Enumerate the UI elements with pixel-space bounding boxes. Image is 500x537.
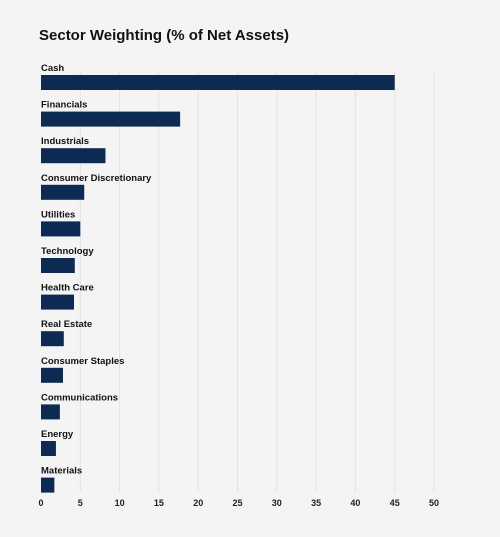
- category-label: Communications: [41, 392, 118, 403]
- bar: [41, 331, 64, 347]
- x-tick-label: 0: [38, 498, 43, 508]
- bar: [41, 404, 60, 420]
- bar: [41, 367, 64, 383]
- x-tick-label: 25: [232, 498, 242, 508]
- bar: [41, 258, 75, 273]
- x-tick-label: 50: [429, 498, 439, 508]
- x-tick-label: 45: [390, 498, 400, 508]
- bar: [41, 441, 56, 456]
- category-label: Energy: [41, 429, 74, 440]
- x-tick-label: 15: [154, 498, 164, 508]
- category-label: Utilities: [41, 209, 75, 220]
- x-tick-label: 5: [78, 498, 83, 508]
- chart-title: Sector Weighting (% of Net Assets): [39, 27, 290, 44]
- category-label: Materials: [41, 466, 82, 477]
- category-label: Real Estate: [41, 319, 92, 330]
- x-tick-label: 40: [350, 498, 360, 508]
- category-label: Cash: [41, 63, 64, 74]
- x-tick-label: 20: [193, 498, 203, 508]
- x-tick-label: 30: [272, 498, 282, 508]
- category-label: Consumer Staples: [41, 356, 124, 367]
- bar: [41, 294, 75, 310]
- category-label: Consumer Discretionary: [41, 173, 152, 184]
- bar: [41, 221, 81, 237]
- bar: [41, 111, 181, 127]
- category-label: Industrials: [41, 136, 89, 147]
- bar: [41, 477, 55, 493]
- bar: [41, 75, 395, 90]
- category-label: Health Care: [41, 283, 94, 294]
- bar: [41, 148, 106, 164]
- x-tick-label: 10: [115, 498, 125, 508]
- category-label: Financials: [41, 100, 87, 111]
- bar: [41, 184, 85, 200]
- category-label: Technology: [41, 246, 94, 257]
- x-tick-label: 35: [311, 498, 321, 508]
